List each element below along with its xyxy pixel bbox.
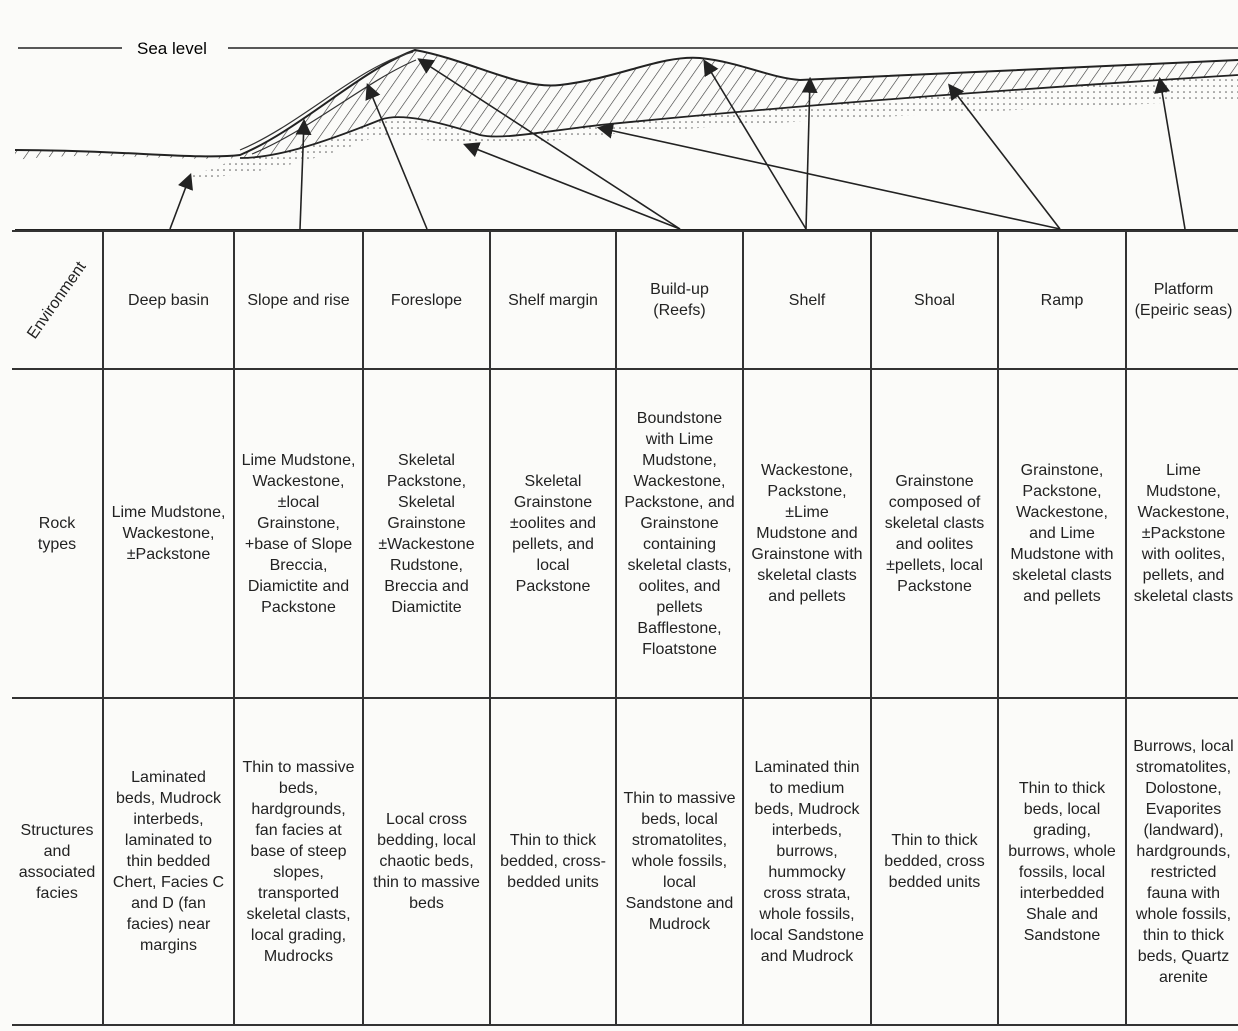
column-header: Shoal <box>870 230 997 368</box>
column-header-text: Shelf <box>788 291 826 309</box>
column-header-text: Shelf margin <box>508 291 598 309</box>
column-header: Build-up (Reefs) <box>615 230 742 368</box>
table-cell-text: Lime Mudstone, Wackestone, ±Packstone <box>111 504 226 563</box>
column-header: Platform (Epeiric seas) <box>1125 230 1238 368</box>
column-header: Ramp <box>997 230 1125 368</box>
table-cell-text: Thin to massive beds, local stromatolite… <box>623 790 736 933</box>
row-header-text: Environment <box>24 258 90 342</box>
table-cell: Local cross bedding, local chaotic beds,… <box>362 697 489 1026</box>
row-header: Rock types <box>12 368 102 697</box>
table-cell-text: Thin to massive beds, hardgrounds, fan f… <box>242 758 355 965</box>
table-cell: Thin to thick bedded, cross-bedded units <box>489 697 615 1026</box>
column-header-text: Deep basin <box>128 291 209 309</box>
table-cell: Wackestone, Packstone, ±Lime Mudstone an… <box>742 368 870 697</box>
table-cell: Grainstone composed of skeletal clasts a… <box>870 368 997 697</box>
table-cell-text: Boundstone with Lime Mudstone, Wackeston… <box>624 409 735 658</box>
column-header-text: Foreslope <box>390 291 463 309</box>
table-cell: Lime Mudstone, Wackestone, ±Packstone <box>102 368 233 697</box>
table-cell: Thin to massive beds, hardgrounds, fan f… <box>233 697 362 1026</box>
cross-section: Sea level <box>14 39 1238 231</box>
column-header: Shelf margin <box>489 230 615 368</box>
table-cell-text: Local cross bedding, local chaotic beds,… <box>373 811 480 912</box>
table-cell: Lime Mudstone, Wackestone, ±local Grains… <box>233 368 362 697</box>
row-header: Structures and associated facies <box>12 697 102 1026</box>
sand-layer <box>180 75 1238 180</box>
table-cell-text: Thin to thick beds, local grading, burro… <box>1008 779 1116 944</box>
table-cell-text: Skeletal Grainstone ±oolites and pellets… <box>509 472 597 595</box>
table-cell-text: Burrows, local stromatolites, Dolostone,… <box>1133 737 1234 986</box>
slope-line <box>239 51 414 151</box>
table-cell-text: Thin to thick bedded, cross bedded units <box>884 832 985 891</box>
table-cell-text: Lime Mudstone, Wackestone, ±local Grains… <box>241 451 356 616</box>
table-cell-text: Skeletal Packstone, Skeletal Grainstone … <box>378 451 475 616</box>
column-header: Slope and rise <box>233 230 362 368</box>
sea-floor <box>14 48 1238 158</box>
column-header-text: Shoal <box>914 291 955 309</box>
column-header-text: Slope and rise <box>247 291 350 309</box>
column-header: Deep basin <box>102 230 233 368</box>
table-cell: Burrows, local stromatolites, Dolostone,… <box>1125 697 1238 1026</box>
table-cell: Laminated thin to medium beds, Mudrock i… <box>742 697 870 1026</box>
column-header: Foreslope <box>362 230 489 368</box>
row-header: Environment <box>12 230 102 368</box>
table-cell-text: Wackestone, Packstone, ±Lime Mudstone an… <box>751 462 863 605</box>
table-cell: Laminated beds, Mudrock interbeds, lamin… <box>102 697 233 1026</box>
column-header-text: Build-up (Reefs) <box>650 281 709 319</box>
arrows <box>169 58 1186 230</box>
table-cell: Thin to thick beds, local grading, burro… <box>997 697 1125 1026</box>
table-cell-text: Grainstone, Packstone, Wackestone, and L… <box>1010 462 1114 605</box>
table-cell-text: Laminated beds, Mudrock interbeds, lamin… <box>112 769 225 954</box>
slope-line <box>251 59 417 155</box>
table-cell: Skeletal Packstone, Skeletal Grainstone … <box>362 368 489 697</box>
table-cell-text: Laminated thin to medium beds, Mudrock i… <box>750 758 864 965</box>
column-header: Shelf <box>742 230 870 368</box>
column-header-text: Platform (Epeiric seas) <box>1134 281 1233 319</box>
table-cell-text: Lime Mudstone, Wackestone, ±Packstone wi… <box>1133 462 1234 605</box>
column-header-text: Ramp <box>1040 291 1084 309</box>
row-header-text: Rock types <box>37 514 77 553</box>
table-cell: Grainstone, Packstone, Wackestone, and L… <box>997 368 1125 697</box>
table-cell-text: Thin to thick bedded, cross-bedded units <box>500 832 606 891</box>
table-cell: Skeletal Grainstone ±oolites and pellets… <box>489 368 615 697</box>
table-cell: Lime Mudstone, Wackestone, ±Packstone wi… <box>1125 368 1238 697</box>
row-header-text: Structures and associated facies <box>18 821 96 902</box>
table-cell: Thin to thick bedded, cross bedded units <box>870 697 997 1026</box>
table-cell: Thin to massive beds, local stromatolite… <box>615 697 742 1026</box>
table-cell: Boundstone with Lime Mudstone, Wackeston… <box>615 368 742 697</box>
carbonate-wedge <box>15 50 1238 160</box>
sea-level-label: Sea level <box>137 39 207 58</box>
table-cell-text: Grainstone composed of skeletal clasts a… <box>884 472 985 595</box>
